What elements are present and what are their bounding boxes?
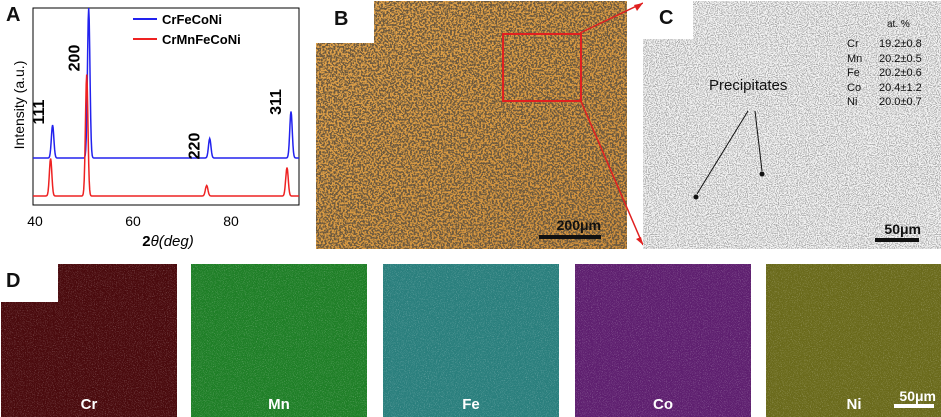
eds-map-mn: Mn bbox=[191, 264, 367, 417]
eds-map-label-cr: Cr bbox=[80, 396, 98, 413]
optical-scale-label: 200μm bbox=[556, 217, 601, 233]
composition-val-fe: 20.2±0.6 bbox=[879, 67, 922, 79]
composition-row-ni: Ni 20.0±0.7 bbox=[847, 95, 922, 110]
xrd-y-label: Intensity (a.u.) bbox=[11, 61, 27, 150]
xrd-chart: Intensity (a.u.) 40 60 80 2θ(deg) CrFeCo… bbox=[11, 7, 300, 250]
optical-micrograph: 200μm bbox=[316, 1, 627, 249]
series-line-crmnfeconi bbox=[33, 74, 299, 197]
legend-label-crmnfeconi: CrMnFeCoNi bbox=[162, 32, 241, 47]
peak-label-111: 111 bbox=[31, 99, 48, 124]
eds-map-label-co: Co bbox=[653, 396, 673, 413]
xrd-x-label-theta: θ bbox=[151, 233, 159, 250]
composition-header: at. % bbox=[887, 19, 910, 30]
eds-texture-co bbox=[575, 264, 751, 417]
sem-texture bbox=[643, 1, 941, 249]
xrd-xtick-80: 80 bbox=[223, 213, 239, 229]
xrd-x-label-2: 2 bbox=[142, 233, 150, 250]
eds-map-label-fe: Fe bbox=[462, 396, 480, 413]
eds-texture-ni bbox=[766, 264, 941, 417]
peak-label-311: 311 bbox=[268, 89, 285, 115]
peak-label-200: 200 bbox=[67, 45, 84, 72]
panel-label-d: D bbox=[6, 270, 21, 292]
xrd-plot-frame bbox=[32, 7, 300, 206]
composition-el-mn: Mn bbox=[847, 52, 863, 65]
eds-map-fe: Fe bbox=[383, 264, 559, 417]
legend-label-crfeconi: CrFeCoNi bbox=[162, 12, 222, 27]
optical-zoom-box bbox=[502, 33, 582, 102]
eds-texture-fe bbox=[383, 264, 559, 417]
xrd-xtick-60: 60 bbox=[125, 213, 141, 229]
peak-label-220: 220 bbox=[187, 133, 204, 160]
composition-el-co: Co bbox=[847, 81, 862, 94]
zoom-connectors bbox=[579, 2, 644, 246]
panel-label-c: C bbox=[659, 7, 674, 29]
composition-table: Cr 19.2±0.8 Mn 20.2±0.5 Fe 20.2±0.6 Co 20.4±… bbox=[847, 37, 922, 110]
composition-val-co: 20.4±1.2 bbox=[879, 81, 922, 94]
composition-val-mn: 20.2±0.5 bbox=[879, 52, 922, 65]
composition-row-fe: Fe 20.2±0.6 bbox=[847, 66, 922, 81]
composition-val-ni: 20.0±0.7 bbox=[879, 96, 922, 108]
sem-label-background bbox=[643, 1, 693, 39]
eds-scale-bar bbox=[894, 404, 934, 408]
panel-label-a: A bbox=[6, 4, 21, 26]
composition-el-fe: Fe bbox=[847, 67, 860, 79]
composition-row-cr: Cr 19.2±0.8 bbox=[847, 37, 922, 52]
eds-map-label-ni: Ni bbox=[846, 396, 862, 413]
optical-scale-bar bbox=[539, 235, 601, 239]
xrd-xtick-40: 40 bbox=[27, 213, 43, 229]
sem-image: Precipitates at. % Cr 19.2±0.8 Mn 20.2±0.5… bbox=[643, 1, 941, 249]
sem-scale-label: 50μm bbox=[884, 221, 921, 237]
xrd-x-label: 2θ(deg) bbox=[142, 233, 194, 250]
composition-el-cr: Cr bbox=[847, 38, 859, 50]
composition-el-ni: Ni bbox=[847, 96, 858, 108]
eds-map-ni: Ni 50μm bbox=[766, 264, 941, 417]
zoom-arrow-bottom bbox=[636, 237, 643, 245]
composition-row-mn: Mn 20.2±0.5 bbox=[847, 52, 922, 67]
optical-label-background bbox=[316, 1, 374, 43]
sem-scale-bar bbox=[875, 238, 919, 242]
zoom-arrow-top bbox=[634, 3, 643, 11]
precipitates-label: Precipitates bbox=[709, 77, 788, 94]
zoom-connector-top bbox=[579, 2, 644, 34]
eds-map-label-mn: Mn bbox=[268, 396, 290, 413]
eds-map-co: Co bbox=[575, 264, 751, 417]
zoom-connector-bottom bbox=[579, 98, 644, 246]
eds-texture-mn bbox=[191, 264, 367, 417]
eds-scale-label: 50μm bbox=[899, 388, 936, 404]
xrd-x-label-deg: (deg) bbox=[159, 233, 194, 250]
composition-val-cr: 19.2±0.8 bbox=[879, 38, 922, 50]
composition-row-co: Co 20.4±1.2 bbox=[847, 81, 922, 96]
series-line-crfeconi bbox=[33, 7, 299, 159]
panel-label-b: B bbox=[334, 8, 349, 30]
eds-label-background bbox=[0, 264, 58, 302]
